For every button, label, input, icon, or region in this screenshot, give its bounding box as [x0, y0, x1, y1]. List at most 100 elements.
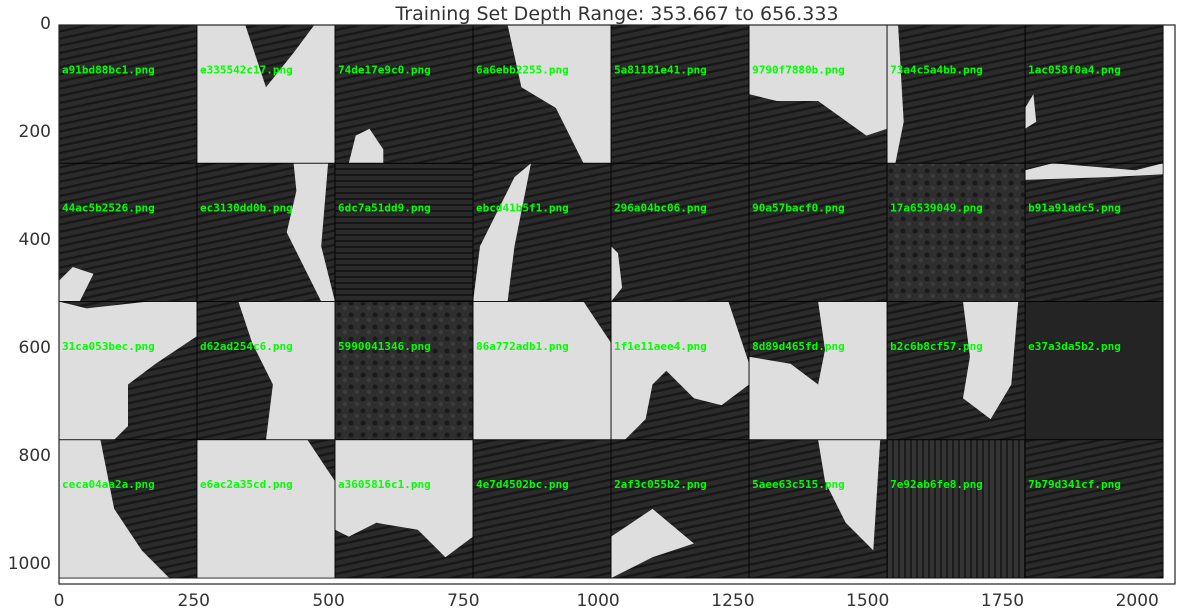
tile-shape — [197, 439, 335, 579]
tile-filename-label: 44ac5b2526.png — [62, 202, 155, 215]
y-tick-label: 600 — [18, 338, 51, 359]
tile-background — [749, 163, 888, 302]
image-tile: e6ac2a35cd.png — [196, 439, 336, 579]
tile-shape — [611, 508, 694, 579]
image-tile: e335542c17.png — [196, 24, 336, 164]
tile-background — [611, 25, 750, 164]
tile-shape — [59, 301, 197, 440]
tile-filename-label: 1ac058f0a4.png — [1028, 63, 1121, 76]
tile-shape — [1025, 94, 1037, 129]
tile-filename-label: 9790f7880b.png — [752, 63, 845, 76]
tile-shape — [887, 25, 904, 164]
image-tile: 86a772adb1.png — [472, 301, 612, 441]
tile-filename-label: b2c6b8cf57.png — [890, 340, 983, 353]
tile-shape — [286, 163, 335, 302]
tile-filename-label: 296a04bc06.png — [614, 202, 707, 215]
image-tile: 74de17e9c0.png — [334, 24, 474, 164]
tile-filename-label: 6a6ebb2255.png — [476, 63, 569, 76]
tile-filename-label: e6ac2a35cd.png — [200, 478, 293, 491]
tile-background — [335, 163, 474, 302]
tile-filename-label: 4e7d4502bc.png — [476, 478, 569, 491]
image-tile: d62ad254c6.png — [196, 301, 336, 441]
tile-filename-label: 5a81181e41.png — [614, 63, 707, 76]
tile-shape — [59, 439, 170, 579]
x-tick-label: 2000 — [1115, 591, 1159, 611]
tile-filename-label: 2af3c055b2.png — [614, 478, 707, 491]
tile-filename-label: e37a3da5b2.png — [1028, 340, 1121, 353]
tile-shape — [963, 301, 1019, 420]
tile-filename-label: 73a4c5a4bb.png — [890, 63, 983, 76]
tile-filename-label: 8d89d465fd.png — [752, 340, 845, 353]
image-tile: ec3130dd0b.png — [196, 162, 336, 302]
tile-filename-label: 86a772adb1.png — [476, 340, 569, 353]
y-tick-label: 200 — [18, 122, 51, 143]
image-tile: 296a04bc06.png — [610, 162, 750, 302]
image-tile: 9790f7880b.png — [748, 24, 888, 164]
tile-filename-label: e335542c17.png — [200, 63, 293, 76]
tile-background — [473, 439, 612, 579]
image-tile: a91bd88bc1.png — [58, 24, 198, 164]
tile-background — [1025, 25, 1164, 164]
tile-filename-label: 7e92ab6fe8.png — [890, 478, 983, 491]
tile-shape — [335, 439, 474, 558]
tile-background — [1025, 439, 1164, 579]
tile-filename-label: b91a91adc5.png — [1028, 202, 1121, 215]
image-tile: 1ac058f0a4.png — [1024, 24, 1164, 164]
tile-shape — [507, 25, 612, 164]
x-tick-label: 750 — [447, 591, 480, 611]
tile-shape — [611, 301, 750, 440]
image-tile: 1f1e11aee4.png — [610, 301, 750, 441]
tile-background — [887, 25, 1026, 164]
image-tile: 90a57bacf0.png — [748, 162, 888, 302]
tile-background — [611, 163, 750, 302]
tile-background — [1025, 301, 1164, 440]
image-tile: 6dc7a51dd9.png — [334, 162, 474, 302]
tile-filename-label: 90a57bacf0.png — [752, 202, 845, 215]
image-tile: 8d89d465fd.png — [748, 301, 888, 441]
image-tile: ebcd41b5f1.png — [472, 162, 612, 302]
tile-background — [1025, 163, 1164, 302]
tile-filename-label: ebcd41b5f1.png — [476, 202, 569, 215]
tile-shape — [1025, 163, 1164, 180]
tile-background — [887, 439, 1026, 579]
tile-shape — [59, 267, 94, 302]
tile-filename-label: 6dc7a51dd9.png — [338, 202, 431, 215]
image-tile: b91a91adc5.png — [1024, 162, 1164, 302]
x-tick-label: 500 — [312, 591, 345, 611]
tile-background — [887, 163, 1026, 302]
image-tile: 5990041346.png — [334, 301, 474, 441]
chart-title: Training Set Depth Range: 353.667 to 656… — [395, 3, 839, 25]
image-tile: b2c6b8cf57.png — [886, 301, 1026, 441]
tile-filename-label: 5990041346.png — [338, 340, 431, 353]
x-tick-label: 0 — [53, 591, 65, 611]
tile-border — [1024, 439, 1164, 579]
tile-filename-label: 7b79d341cf.png — [1028, 478, 1121, 491]
tile-filename-label: 1f1e11aee4.png — [614, 340, 707, 353]
y-tick-label: 800 — [18, 446, 51, 467]
tile-filename-label: 5aee63c515.png — [752, 478, 845, 491]
tile-filename-label: ec3130dd0b.png — [200, 202, 293, 215]
y-tick-label: 0 — [40, 14, 51, 34]
y-tick-label: 400 — [18, 230, 51, 251]
tile-shape — [818, 439, 881, 551]
tile-filename-label: 31ca053bec.png — [62, 340, 155, 353]
image-tile: 4e7d4502bc.png — [472, 439, 612, 579]
x-tick-label: 1000 — [576, 591, 620, 611]
image-tile: 5aee63c515.png — [748, 439, 888, 579]
image-tile: 6a6ebb2255.png — [472, 24, 612, 164]
image-tile: 31ca053bec.png — [58, 301, 198, 441]
x-tick-label: 1500 — [846, 591, 890, 611]
image-tile: 73a4c5a4bb.png — [886, 24, 1026, 164]
tile-background — [335, 301, 474, 440]
x-tick-label: 250 — [177, 591, 210, 611]
image-tile: 44ac5b2526.png — [58, 162, 198, 302]
tile-shape — [348, 128, 384, 164]
tile-shape — [473, 163, 531, 302]
image-tile: 5a81181e41.png — [610, 24, 750, 164]
image-tile: 2af3c055b2.png — [610, 439, 750, 579]
tile-shape — [473, 301, 612, 440]
image-tile: a3605816c1.png — [334, 439, 474, 579]
x-tick-label: 1750 — [980, 591, 1025, 611]
x-tick-label: 1250 — [711, 591, 755, 611]
